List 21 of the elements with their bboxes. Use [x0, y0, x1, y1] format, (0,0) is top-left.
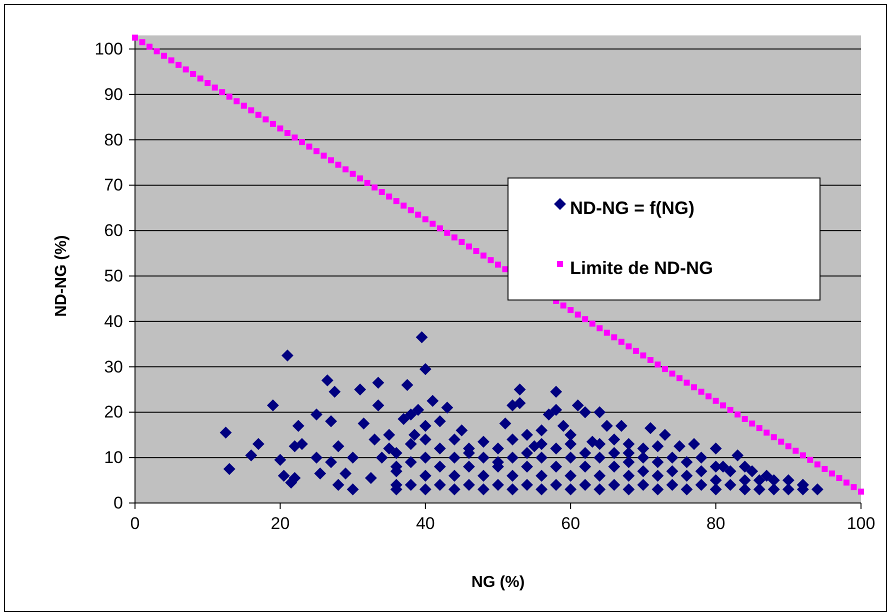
y-axis-title: ND-NG (%)	[53, 235, 70, 317]
y-tick-label: 60	[104, 221, 123, 240]
y-tick-label: 90	[104, 84, 123, 104]
y-tick-label: 80	[104, 130, 123, 150]
x-tick-label: 100	[846, 514, 876, 534]
x-axis-title: NG (%)	[471, 574, 525, 591]
y-tick-label: 100	[94, 39, 123, 58]
y-tick-label: 10	[104, 448, 123, 468]
x-tick-label: 20	[270, 514, 290, 534]
x-tick-label: 0	[130, 514, 140, 534]
legend-label: Limite de ND-NG	[570, 258, 714, 278]
y-tick-label: 70	[104, 176, 123, 195]
y-tick-label: 40	[104, 312, 123, 331]
x-tick-label: 40	[416, 514, 435, 534]
y-tick-label: 50	[104, 266, 123, 286]
x-tick-label: 60	[561, 514, 580, 534]
y-tick-label: 20	[104, 402, 123, 422]
legend-label: ND-NG = f(NG)	[570, 198, 694, 218]
y-tick-label: 30	[104, 357, 123, 376]
x-tick-label: 80	[706, 514, 726, 534]
y-tick-label: 0	[114, 493, 123, 512]
